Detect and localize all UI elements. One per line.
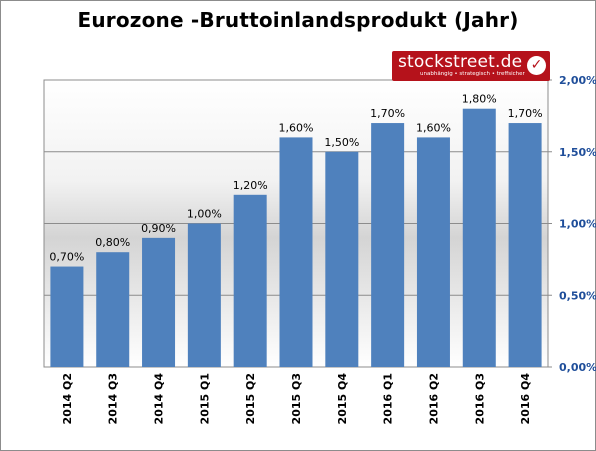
x-tick-label: 2014 Q2 [61,373,74,424]
bar [325,151,359,367]
data-label: 1,80% [462,93,497,106]
data-label: 0,90% [141,222,176,235]
x-tick-label: 2014 Q4 [153,373,166,425]
data-label: 1,70% [508,107,543,120]
bar [233,194,267,367]
data-label: 1,60% [279,121,314,134]
data-labels: 0,70% 0,80% 0,90% 1,00% 1,20% 1,60% 1,50% 1,70%… [49,93,542,264]
bar [462,108,496,367]
data-label: 0,70% [49,251,84,264]
x-tick-label: 2015 Q4 [336,373,349,425]
y-tick-label: 1,00% [559,218,596,231]
x-tick-label: 2016 Q2 [427,373,440,424]
x-tick-label: 2016 Q1 [382,373,395,424]
data-label: 0,80% [95,236,130,249]
bar [371,123,405,367]
y-tick-label: 1,50% [559,146,596,159]
x-tick-label: 2015 Q3 [290,373,303,424]
y-axis: 0,00% 0,50% 1,00% 1,50% 2,00% [548,74,596,374]
logo-name: stockstreet.de [398,52,523,72]
stockstreet-logo: stockstreet.de unabhängig • strategisch … [392,51,550,81]
bar [187,223,221,367]
x-axis: 2014 Q2 2014 Q3 2014 Q4 2015 Q1 2015 Q2 2015 … [61,373,532,425]
logo-tagline: unabhängig • strategisch • treffsicher [420,71,525,77]
chart-title: Eurozone -Bruttoinlandsprodukt (Jahr) [77,8,519,32]
y-tick-label: 2,00% [559,74,596,87]
bar [416,137,450,367]
data-label: 1,70% [370,107,405,120]
checkmark-icon: ✓ [527,56,546,75]
x-tick-label: 2016 Q4 [519,373,532,425]
data-label: 1,60% [416,121,451,134]
data-label: 1,00% [187,208,222,221]
data-label: 1,50% [324,136,359,149]
x-tick-label: 2015 Q2 [244,373,257,424]
bar [96,252,130,367]
bar [279,137,313,367]
bars [50,108,542,367]
bar [50,266,84,367]
bar [508,123,542,367]
x-tick-label: 2014 Q3 [107,373,120,424]
bar [142,237,176,367]
x-tick-label: 2016 Q3 [473,373,486,424]
data-label: 1,20% [233,179,268,192]
x-tick-label: 2015 Q1 [198,373,211,424]
y-tick-label: 0,50% [559,289,596,302]
y-tick-label: 0,00% [559,361,596,374]
